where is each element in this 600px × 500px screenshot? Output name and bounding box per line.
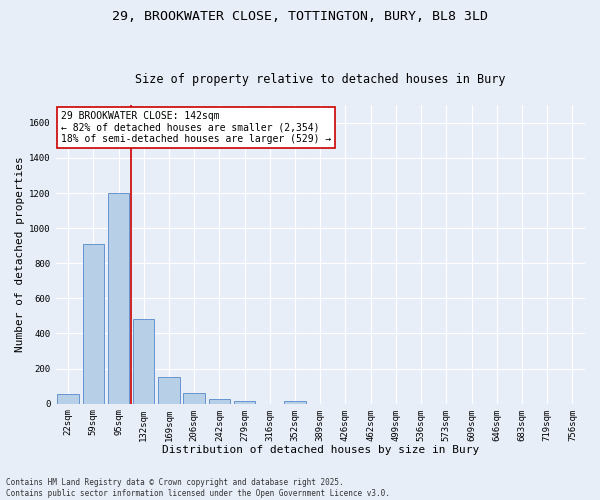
Bar <box>108 193 129 404</box>
Bar <box>133 320 154 404</box>
Bar <box>209 399 230 404</box>
Bar <box>158 376 180 404</box>
Bar <box>284 402 306 404</box>
Bar <box>58 394 79 404</box>
Text: Contains HM Land Registry data © Crown copyright and database right 2025.
Contai: Contains HM Land Registry data © Crown c… <box>6 478 390 498</box>
X-axis label: Distribution of detached houses by size in Bury: Distribution of detached houses by size … <box>161 445 479 455</box>
Bar <box>234 400 256 404</box>
Bar <box>83 244 104 404</box>
Text: 29, BROOKWATER CLOSE, TOTTINGTON, BURY, BL8 3LD: 29, BROOKWATER CLOSE, TOTTINGTON, BURY, … <box>112 10 488 23</box>
Y-axis label: Number of detached properties: Number of detached properties <box>15 156 25 352</box>
Bar <box>184 393 205 404</box>
Text: 29 BROOKWATER CLOSE: 142sqm
← 82% of detached houses are smaller (2,354)
18% of : 29 BROOKWATER CLOSE: 142sqm ← 82% of det… <box>61 111 331 144</box>
Title: Size of property relative to detached houses in Bury: Size of property relative to detached ho… <box>135 73 506 86</box>
